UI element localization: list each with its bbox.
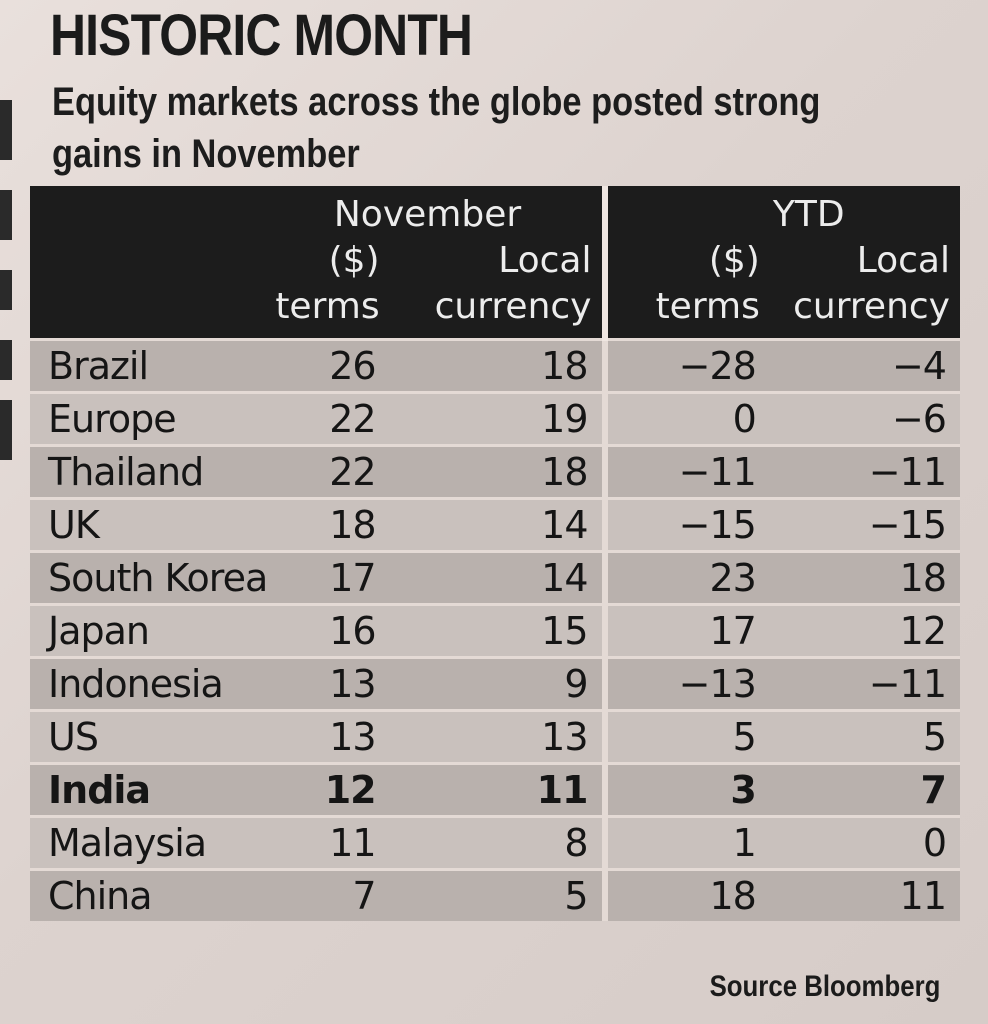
cell-nov-local: 9 bbox=[389, 656, 605, 711]
header-ytd-local-line2: currency bbox=[769, 284, 960, 340]
headline: HISTORIC MONTH bbox=[50, 3, 473, 68]
cell-country: South Korea bbox=[30, 550, 268, 605]
cell-nov-local: 19 bbox=[389, 391, 605, 446]
table-row: Japan 16 15 17 12 bbox=[30, 603, 960, 658]
cell-nov-local: 8 bbox=[389, 815, 605, 870]
table-row: China 7 5 18 11 bbox=[30, 868, 960, 921]
cell-ytd-usd: 17 bbox=[601, 603, 770, 658]
cell-nov-local: 14 bbox=[389, 497, 605, 552]
cell-ytd-local: −15 bbox=[769, 497, 960, 552]
cell-ytd-local: −6 bbox=[769, 391, 960, 446]
equity-table-container: November YTD ($) Local ($) Local terms c… bbox=[30, 186, 960, 921]
cell-nov-usd: 22 bbox=[263, 444, 390, 499]
cell-country: US bbox=[30, 709, 264, 764]
cell-ytd-local: 5 bbox=[769, 709, 960, 764]
header-nov-usd-line1: ($) bbox=[263, 238, 390, 284]
cell-nov-local: 5 bbox=[389, 868, 605, 921]
cell-nov-local: 15 bbox=[389, 603, 605, 658]
cell-nov-local: 14 bbox=[389, 550, 605, 605]
page-edge-marks bbox=[0, 100, 12, 480]
header-nov-local-line1: Local bbox=[389, 238, 605, 284]
cell-ytd-local: 7 bbox=[769, 762, 960, 817]
cell-ytd-usd: 1 bbox=[601, 815, 770, 870]
table-row: Brazil 26 18 −28 −4 bbox=[30, 338, 960, 393]
cell-country: Indonesia bbox=[30, 656, 264, 711]
cell-country: Japan bbox=[30, 603, 264, 658]
cell-nov-local: 18 bbox=[389, 444, 605, 499]
cell-ytd-usd: −11 bbox=[601, 444, 770, 499]
header-blank bbox=[30, 186, 264, 238]
table-row: Malaysia 11 8 1 0 bbox=[30, 815, 960, 870]
cell-nov-local: 11 bbox=[389, 762, 605, 817]
header-ytd-usd-line1: ($) bbox=[601, 238, 770, 284]
header-ytd-usd-line2: terms bbox=[601, 284, 770, 340]
cell-ytd-usd: 3 bbox=[601, 762, 770, 817]
table-row: India 12 11 3 7 bbox=[30, 762, 960, 817]
cell-nov-usd: 11 bbox=[263, 815, 390, 870]
header-nov-usd-line2: terms bbox=[263, 284, 390, 340]
cell-nov-usd: 26 bbox=[263, 338, 390, 393]
header-nov-local-line2: currency bbox=[389, 284, 605, 340]
header-group-november: November bbox=[263, 186, 605, 238]
table-row: South Korea 17 14 23 18 bbox=[30, 550, 960, 605]
cell-ytd-local: 11 bbox=[769, 868, 960, 921]
cell-nov-usd: 13 bbox=[263, 709, 390, 764]
cell-nov-usd: 16 bbox=[263, 603, 390, 658]
cell-nov-usd: 7 bbox=[263, 868, 390, 921]
cell-ytd-local: −4 bbox=[769, 338, 960, 393]
header-group-ytd: YTD bbox=[601, 186, 960, 238]
cell-ytd-local: 12 bbox=[769, 603, 960, 658]
cell-nov-local: 13 bbox=[389, 709, 605, 764]
cell-ytd-local: 0 bbox=[769, 815, 960, 870]
table-row: Europe 22 19 0 −6 bbox=[30, 391, 960, 446]
cell-ytd-usd: −15 bbox=[601, 497, 770, 552]
table-body: Brazil 26 18 −28 −4 Europe 22 19 0 −6 Thailand 22 18… bbox=[30, 338, 960, 921]
header-blank bbox=[30, 238, 264, 284]
table-row: Thailand 22 18 −11 −11 bbox=[30, 444, 960, 499]
cell-nov-usd: 13 bbox=[263, 656, 390, 711]
cell-ytd-usd: −13 bbox=[601, 656, 770, 711]
cell-ytd-usd: 18 bbox=[601, 868, 770, 921]
cell-ytd-usd: −28 bbox=[601, 338, 770, 393]
cell-ytd-local: 18 bbox=[769, 550, 960, 605]
header-blank bbox=[30, 284, 264, 340]
cell-ytd-usd: 5 bbox=[601, 709, 770, 764]
cell-nov-usd: 17 bbox=[263, 550, 390, 605]
cell-ytd-usd: 0 bbox=[601, 391, 770, 446]
cell-ytd-local: −11 bbox=[769, 656, 960, 711]
cell-country: Brazil bbox=[30, 338, 264, 393]
subheadline: Equity markets across the globe posted s… bbox=[52, 80, 821, 176]
header-ytd-local-line1: Local bbox=[769, 238, 960, 284]
cell-nov-usd: 12 bbox=[263, 762, 390, 817]
cell-country: India bbox=[30, 762, 264, 817]
cell-nov-local: 18 bbox=[389, 338, 605, 393]
cell-country: Malaysia bbox=[30, 815, 264, 870]
cell-ytd-local: −11 bbox=[769, 444, 960, 499]
table-row: US 13 13 5 5 bbox=[30, 709, 960, 764]
table-row: UK 18 14 −15 −15 bbox=[30, 497, 960, 552]
equity-returns-table: November YTD ($) Local ($) Local terms c… bbox=[30, 186, 960, 921]
cell-ytd-usd: 23 bbox=[601, 550, 770, 605]
source-credit: Source Bloomberg bbox=[709, 970, 940, 1003]
cell-country: China bbox=[30, 868, 264, 921]
cell-nov-usd: 18 bbox=[263, 497, 390, 552]
cell-country: Thailand bbox=[30, 444, 264, 499]
cell-country: UK bbox=[30, 497, 264, 552]
table-row: Indonesia 13 9 −13 −11 bbox=[30, 656, 960, 711]
table-header: November YTD ($) Local ($) Local terms c… bbox=[30, 186, 960, 340]
cell-nov-usd: 22 bbox=[263, 391, 390, 446]
cell-country: Europe bbox=[30, 391, 264, 446]
